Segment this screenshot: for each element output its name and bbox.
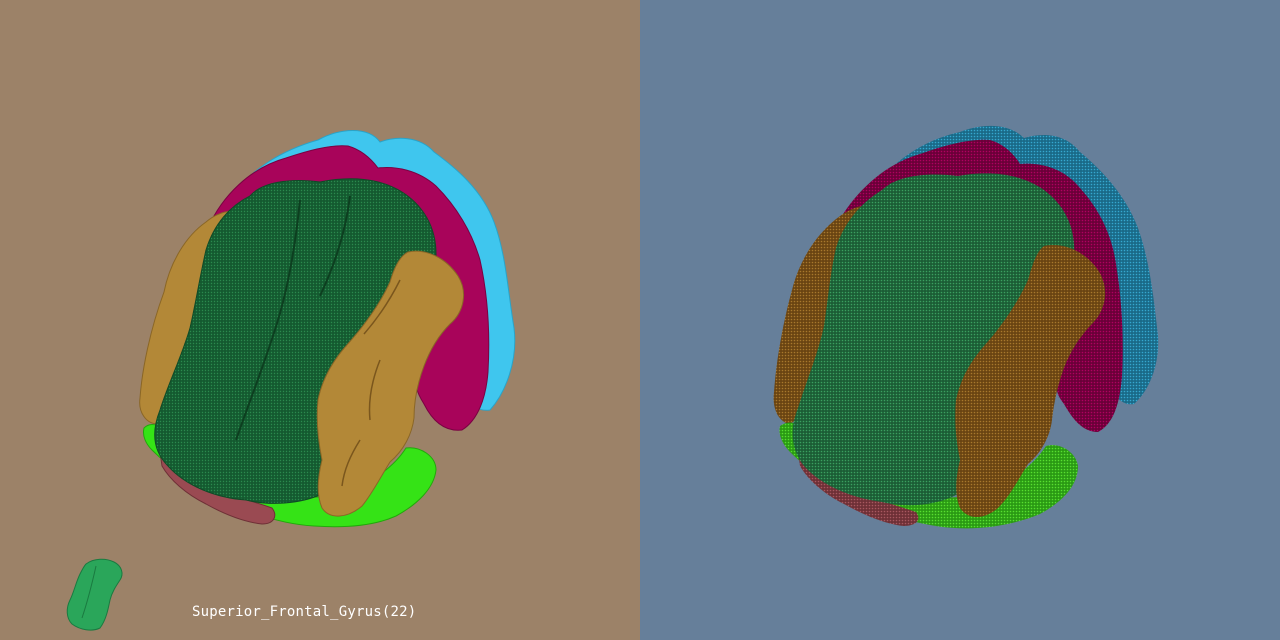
tan-gyrus-fold — [341, 279, 401, 487]
superior-frontal-gyrus-sulcus — [235, 199, 301, 441]
rose-gyrus-points — [798, 452, 919, 526]
superior-frontal-gyrus-points[interactable] — [792, 173, 1075, 506]
surface-render-viewport[interactable]: Superior_Frontal_Gyrus(22) — [0, 0, 640, 640]
superior-frontal-gyrus-sulcus — [319, 195, 351, 297]
point-cloud-viewport[interactable] — [640, 0, 1280, 640]
point-cloud-canvas[interactable] — [640, 0, 1280, 640]
selected-structure-label: Superior_Frontal_Gyrus(22) — [192, 604, 417, 620]
surface-render-canvas[interactable] — [0, 0, 640, 640]
selected-structure-thumbnail-icon — [66, 558, 123, 631]
selected-structure-thumbnail — [62, 556, 130, 634]
tan-gyrus-right-points — [955, 245, 1106, 517]
